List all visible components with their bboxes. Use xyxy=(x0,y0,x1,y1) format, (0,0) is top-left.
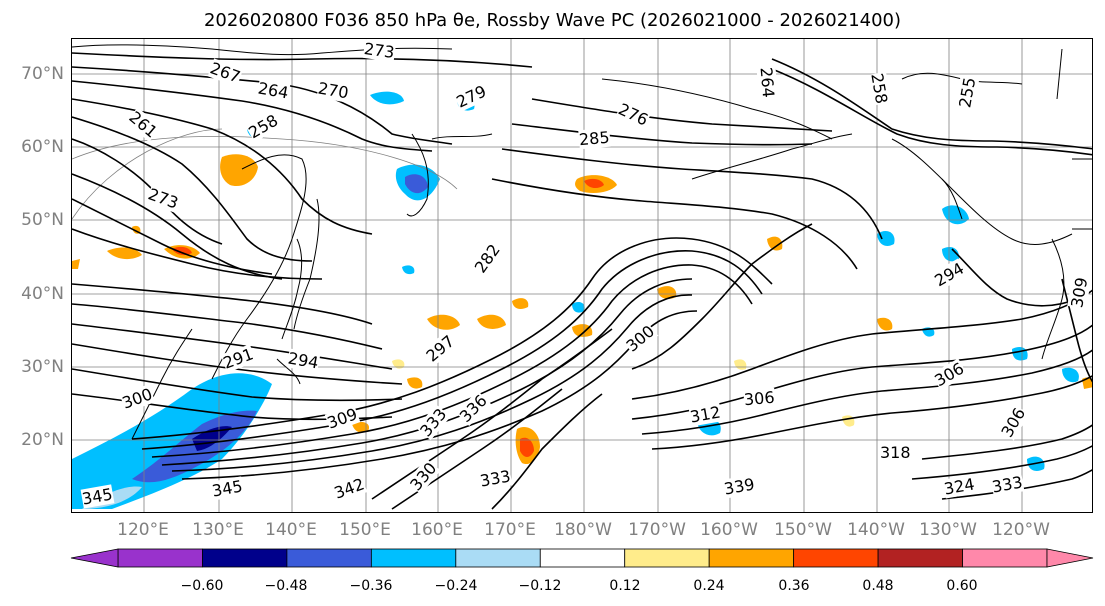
contour-label: 270 xyxy=(316,78,350,103)
contour-label: 276 xyxy=(615,99,652,130)
lat-label-60n: 60°N xyxy=(21,137,64,157)
contour-label: 261 xyxy=(125,107,162,142)
contour-label: 309 xyxy=(324,404,360,433)
colorbar-segment xyxy=(286,548,372,568)
contour-label: 339 xyxy=(722,474,756,499)
colorbar-tick-label: 0.36 xyxy=(778,578,810,594)
colorbar-tick-label: −0.12 xyxy=(518,578,562,594)
contour-label: 312 xyxy=(688,402,722,427)
contour-label: 306 xyxy=(931,358,968,391)
lon-label-180w: 180°W xyxy=(554,520,612,540)
colorbar-high-extend xyxy=(1046,548,1094,568)
colorbar-low-extend xyxy=(70,548,119,568)
colorbar-segment xyxy=(877,548,963,568)
contour-label: 300 xyxy=(622,321,659,356)
contour-label: 345 xyxy=(80,484,114,509)
contour-label: 300 xyxy=(119,384,155,413)
lon-label-120e: 120°E xyxy=(117,520,169,540)
colorbar-tick-label: −0.36 xyxy=(349,578,393,594)
colorbar-tick-label: −0.24 xyxy=(434,578,478,594)
contour-label: 273 xyxy=(145,184,181,213)
contour-label: 333 xyxy=(416,404,451,441)
contour-label: 345 xyxy=(210,476,244,501)
colorbar-tick-label: 0.48 xyxy=(862,578,894,594)
colorbar-tick-label: −0.48 xyxy=(264,578,308,594)
lon-label-150e: 150°E xyxy=(339,520,391,540)
lon-label-160w: 160°W xyxy=(700,520,758,540)
colorbar-segment xyxy=(117,548,203,568)
colorbar-segment xyxy=(624,548,710,568)
lon-label-140w: 140°W xyxy=(847,520,905,540)
contour-label: 309 xyxy=(1067,275,1092,310)
map-title: 2026020800 F036 850 hPa θe, Rossby Wave … xyxy=(203,10,902,31)
colorbar-tick-label: 0.60 xyxy=(946,578,978,594)
colorbar-tick-label: 0.24 xyxy=(693,578,725,594)
lat-label-20n: 20°N xyxy=(21,430,64,450)
contour-label: 342 xyxy=(331,474,367,503)
contour-label: 282 xyxy=(470,240,504,277)
lon-label-170e: 170°E xyxy=(484,520,536,540)
contour-label: 264 xyxy=(756,66,779,99)
colorbar-segment xyxy=(708,548,795,568)
lon-label-130e: 130°E xyxy=(192,520,244,540)
contour-label: 294 xyxy=(931,258,968,291)
contour-label: 324 xyxy=(942,474,976,499)
map-panel: 273 267 264 270 279 261 258 285 276 264 … xyxy=(71,38,1093,513)
contour-label: 273 xyxy=(362,38,396,63)
contour-label: 267 xyxy=(207,58,243,87)
lat-label-50n: 50°N xyxy=(21,210,64,230)
lon-label-130w: 130°W xyxy=(919,520,977,540)
contour-labels: 273 267 264 270 279 261 258 285 276 264 … xyxy=(72,38,1092,512)
colorbar-segment xyxy=(539,548,626,568)
contour-label: 285 xyxy=(578,127,611,150)
lon-label-170w: 170°W xyxy=(628,520,686,540)
contour-label: 330 xyxy=(406,458,441,495)
contour-label: 258 xyxy=(867,71,892,106)
lon-label-150w: 150°W xyxy=(774,520,832,540)
lat-label-30n: 30°N xyxy=(21,357,64,377)
contour-label: 255 xyxy=(955,75,980,110)
lon-label-160e: 160°E xyxy=(411,520,463,540)
contour-label: 306 xyxy=(997,404,1030,441)
colorbar-tick-label: 0.12 xyxy=(609,578,641,594)
contour-label: 279 xyxy=(453,81,490,112)
colorbar-segment xyxy=(455,548,541,568)
colorbar-segment xyxy=(370,548,457,568)
contour-label: 294 xyxy=(286,348,320,373)
contour-label: 333 xyxy=(990,472,1024,497)
contour-label: 297 xyxy=(422,331,459,366)
colorbar-segment xyxy=(962,548,1048,568)
contour-label: 264 xyxy=(256,78,290,103)
colorbar-tick-label: −0.60 xyxy=(180,578,224,594)
contour-label: 333 xyxy=(478,466,512,491)
contour-label: 258 xyxy=(245,110,282,143)
lon-label-120w: 120°W xyxy=(992,520,1050,540)
contour-label: 336 xyxy=(455,390,491,427)
colorbar-segment xyxy=(793,548,879,568)
contour-label: 306 xyxy=(743,387,776,410)
lat-label-70n: 70°N xyxy=(21,64,64,84)
lon-label-140e: 140°E xyxy=(265,520,317,540)
colorbar-segment xyxy=(202,548,288,568)
lat-label-40n: 40°N xyxy=(21,284,64,304)
contour-label: 291 xyxy=(220,344,256,373)
contour-label: 318 xyxy=(880,443,911,462)
